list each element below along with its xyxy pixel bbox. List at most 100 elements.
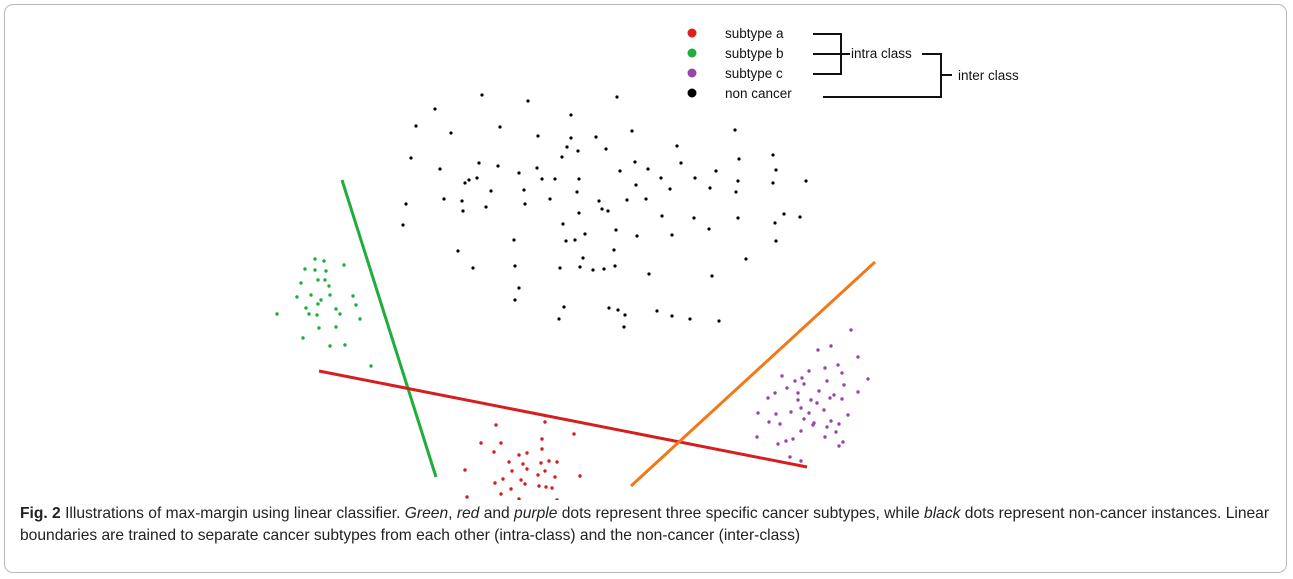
black-dot [433, 107, 437, 111]
black-dot [634, 183, 638, 187]
red-dot [547, 459, 551, 463]
purple-dot [825, 425, 829, 429]
red-dot [540, 447, 544, 451]
black-dot [606, 209, 610, 213]
black-dot [771, 181, 775, 185]
green-dot [328, 293, 332, 297]
purple-dot [793, 379, 797, 383]
purple-dot [811, 423, 815, 427]
green-dot [328, 344, 332, 348]
green-dot [303, 267, 307, 271]
red-dot [578, 474, 582, 478]
purple-dot [825, 379, 829, 383]
black-dot [484, 205, 488, 209]
black-dot [449, 131, 453, 135]
purple-dot [799, 429, 803, 433]
purple-dot [799, 406, 803, 410]
green-dot [316, 278, 320, 282]
black-dot [630, 129, 634, 133]
red-dot [550, 486, 554, 490]
black-dot [744, 257, 748, 261]
purple-dot [841, 440, 845, 444]
black-dot [804, 179, 808, 183]
black-dot [646, 167, 650, 171]
black-dot [594, 135, 598, 139]
red-dot [543, 469, 547, 473]
purple-dot [828, 396, 832, 400]
purple-dot [822, 408, 826, 412]
purple-dot [807, 369, 811, 373]
black-dot [773, 221, 777, 225]
purple-dot [780, 374, 784, 378]
red-dot [539, 461, 543, 465]
black-dot [623, 313, 627, 317]
black-dot [692, 216, 696, 220]
black-dot [409, 156, 413, 160]
black-dot [414, 124, 418, 128]
green-dot [319, 298, 323, 302]
red-dot [540, 437, 544, 441]
red-dot [555, 460, 559, 464]
legend-label-non-cancer: non cancer [725, 86, 792, 101]
black-dot [660, 214, 664, 218]
black-dot [670, 233, 674, 237]
red-dot [543, 420, 547, 424]
green-dot [342, 263, 346, 267]
black-dot [635, 234, 639, 238]
black-dot [404, 202, 408, 206]
green-dot [313, 268, 317, 272]
intra-class-label: intra class [851, 46, 912, 61]
green-dot [309, 293, 313, 297]
legend-label-subtype-b: subtype b [725, 46, 784, 61]
black-dot [578, 265, 582, 269]
black-dot [512, 238, 516, 242]
black-dot [564, 239, 568, 243]
black-dot [558, 266, 562, 270]
purple-dot [856, 355, 860, 359]
black-dot [456, 249, 460, 253]
black-dot [577, 211, 581, 215]
purple-dot [778, 422, 782, 426]
purple-dot [829, 419, 833, 423]
caption-text-1: Illustrations of max-margin using linear… [60, 505, 405, 522]
green-dot [299, 281, 303, 285]
black-dot [737, 157, 741, 161]
red-dot [544, 485, 548, 489]
green-dot [295, 295, 299, 299]
red-dot [521, 462, 525, 466]
green-boundary-line [340, 179, 438, 478]
caption-word-green: Green [404, 505, 449, 522]
legend-marker-non-cancer [687, 88, 697, 98]
black-dot [517, 286, 521, 290]
black-dot [591, 268, 595, 272]
purple-dot [755, 435, 759, 439]
black-dot [614, 228, 618, 232]
purple-dot [785, 386, 789, 390]
black-dot [774, 239, 778, 243]
black-dot [536, 134, 540, 138]
black-dot [522, 188, 526, 192]
black-dot [602, 267, 606, 271]
green-dot [324, 269, 328, 273]
green-dot [304, 306, 308, 310]
purple-dot [773, 391, 777, 395]
red-dot [555, 498, 559, 500]
red-dot [507, 460, 511, 464]
black-dot [583, 232, 587, 236]
green-dot [351, 294, 355, 298]
black-dot [607, 306, 611, 310]
figure-caption: Fig. 2 Illustrations of max-margin using… [20, 503, 1270, 547]
purple-dot [840, 397, 844, 401]
red-dot [517, 497, 521, 500]
purple-dot [815, 401, 819, 405]
black-dot [707, 227, 711, 231]
red-dot [492, 450, 496, 454]
green-dot [334, 307, 338, 311]
red-dot [525, 451, 529, 455]
purple-dot [840, 371, 844, 375]
black-dot [616, 308, 620, 312]
red-dot [553, 475, 557, 479]
purple-dot [774, 412, 778, 416]
caption-word-red: red [456, 505, 480, 522]
inter-class-label: inter class [958, 68, 1019, 83]
